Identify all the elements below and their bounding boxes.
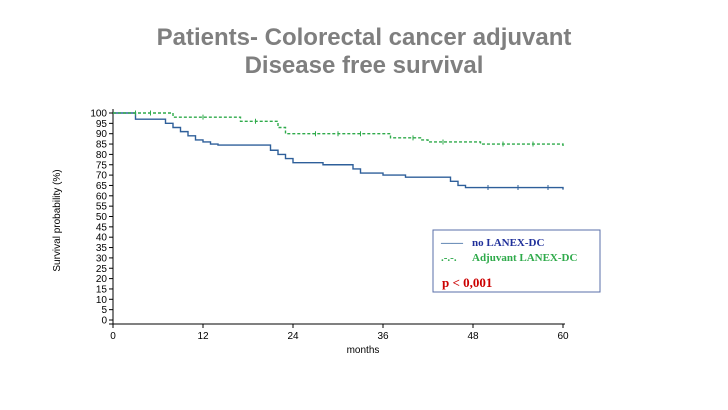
chart-axes: 0510152025303540455055606570758085909510… [90, 109, 569, 343]
slide-title-line2: Disease free survival [244, 52, 484, 79]
y-tick-label: 90 [96, 129, 108, 140]
y-tick-label: 65 [96, 181, 108, 192]
x-tick-label: 36 [377, 331, 389, 342]
legend-entry-no-lanex: no LANEX-DC [472, 237, 544, 249]
y-tick-label: 30 [96, 253, 108, 264]
x-tick-label: 12 [197, 331, 209, 342]
slide-title-line1: Patients- Colorectal cancer adjuvant [156, 24, 572, 51]
y-tick-label: 55 [96, 202, 108, 213]
y-tick-label: 40 [96, 233, 108, 244]
y-tick-label: 20 [96, 274, 108, 285]
y-tick-label: 60 [96, 191, 108, 202]
p-value-annotation: p < 0,001 [442, 275, 492, 290]
legend-box [432, 229, 601, 293]
y-tick-label: 95 [96, 119, 108, 130]
chart-series-layer [113, 110, 564, 191]
y-axis-label: Survival probability (%) [52, 169, 63, 271]
y-tick-label: 45 [96, 222, 108, 233]
y-tick-label: 70 [96, 171, 108, 182]
legend-symbol-no-lanex: —— [440, 237, 464, 249]
y-tick-label: 5 [101, 305, 107, 316]
y-tick-label: 80 [96, 150, 108, 161]
y-tick-label: 50 [96, 212, 108, 223]
legend-symbol-adjuvant-lanex: .-.-. [441, 252, 457, 264]
y-tick-label: 0 [101, 316, 107, 327]
y-tick-label: 100 [90, 109, 107, 120]
x-tick-label: 24 [287, 331, 299, 342]
y-tick-label: 15 [96, 284, 108, 295]
series-line-0 [113, 112, 564, 190]
x-tick-label: 48 [467, 331, 479, 342]
y-tick-label: 35 [96, 243, 108, 254]
x-axis-label: months [347, 345, 380, 356]
y-tick-label: 75 [96, 160, 108, 171]
y-tick-label: 85 [96, 140, 108, 151]
x-tick-label: 60 [557, 331, 569, 342]
x-tick-label: 0 [110, 331, 116, 342]
y-tick-label: 10 [96, 295, 108, 306]
y-tick-label: 25 [96, 264, 108, 275]
legend-entry-adjuvant-lanex: Adjuvant LANEX-DC [472, 252, 577, 264]
chart-legend: —— no LANEX-DC .-.-. Adjuvant LANEX-DC p… [432, 229, 601, 293]
